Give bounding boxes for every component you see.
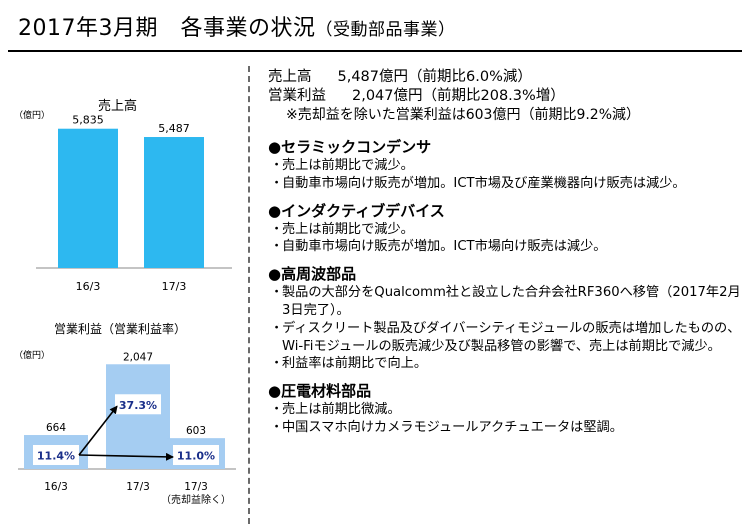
section-bullets: 売上は前期比微減。中国スマホ向けカメラモジュールアクチュエータは堅調。 (268, 401, 746, 437)
bullet-item: 売上は前期比で減少。 (268, 221, 746, 239)
x-tick-label: 16/3 (44, 481, 68, 493)
summary-note: ※売却益を除いた営業利益は603億円（前期比9.2%減） (286, 107, 641, 123)
section-bullets: 売上は前期比で減少。自動車市場向け販売が増加。ICT市場向け販売は減少。 (268, 221, 746, 257)
bar-value-label: 2,047 (123, 351, 153, 363)
bar-value-label: 603 (186, 425, 206, 437)
bullet-item: 自動車市場向け販売が増加。ICT市場向け販売は減少。 (268, 238, 746, 256)
x-tick-label: 17/3 (162, 280, 187, 293)
op-profit-chart: 66416/311.4%2,04717/337.3%60317/3（売却益除く）… (18, 351, 236, 506)
section-heading: ●インダクティブデバイス (268, 201, 445, 220)
sales-summary: 売上高 5,487億円（前期比6.0%減） (268, 68, 746, 87)
bullet-item: 利益率は前期比で向上。 (268, 355, 746, 373)
op-profit-summary-value: 2,047億円（前期比208.3%増） (352, 88, 565, 104)
bullet-item: 製品の大部分をQualcomm社と設立した合弁会社RF360へ移管（2017年2… (268, 284, 746, 320)
x-tick-note: （売却益除く） (161, 493, 231, 506)
page-title: 2017年3月期 各事業の状況（受動部品事業） (18, 10, 456, 42)
bar (106, 364, 170, 469)
bar-value-label: 5,835 (72, 114, 104, 127)
section-bullets: 製品の大部分をQualcomm社と設立した合弁会社RF360へ移管（2017年2… (268, 284, 746, 373)
section: ●インダクティブデバイス売上は前期比で減少。自動車市場向け販売が増加。ICT市場… (268, 201, 746, 257)
bullet-item: 売上は前期比微減。 (268, 401, 746, 419)
sales-chart: 5,835 16/3 5,487 17/3 (36, 114, 232, 293)
op-profit-chart-title: 営業利益（営業利益率） (54, 322, 187, 336)
section: ●セラミックコンデンサ売上は前期比で減少。自動車市場向け販売が増加。ICT市場及… (268, 137, 746, 193)
bar-value-label: 5,487 (158, 122, 190, 135)
op-profit-chart-unit: （億円） (14, 351, 51, 361)
title-rule (8, 50, 742, 52)
margin-label: 37.3% (119, 399, 157, 412)
section: ●圧電材料部品売上は前期比微減。中国スマホ向けカメラモジュールアクチュエータは堅… (268, 381, 746, 437)
bullet-item: ディスクリート製品及びダイバーシティモジュールの販売は増加したものの、 Wi-F… (268, 320, 746, 356)
x-tick-label: 16/3 (76, 280, 101, 293)
sales-chart-title: 売上高 (98, 99, 138, 114)
page-title-sub: （受動部品事業） (315, 20, 456, 40)
bullet-item: 中国スマホ向けカメラモジュールアクチュエータは堅調。 (268, 419, 746, 437)
trend-arrow (78, 405, 118, 456)
margin-label-box (173, 445, 219, 465)
section: ●高周波部品製品の大部分をQualcomm社と設立した合弁会社RF360へ移管（… (268, 264, 746, 373)
bullet-item: 売上は前期比で減少。 (268, 157, 746, 175)
op-profit-summary-label: 営業利益 (268, 88, 326, 104)
sales-summary-value: 5,487億円（前期比6.0%減） (337, 69, 532, 85)
margin-label-box (33, 445, 79, 465)
section-heading: ●セラミックコンデンサ (268, 138, 432, 156)
section-heading: ●圧電材料部品 (268, 382, 372, 401)
margin-label: 11.4% (37, 450, 75, 463)
trend-arrow (78, 452, 174, 461)
sales-chart-unit: （億円） (14, 111, 51, 121)
column-divider (248, 66, 250, 524)
section-bullets: 売上は前期比で減少。自動車市場向け販売が増加。ICT市場及び産業機器向け販売は減… (268, 157, 746, 193)
op-profit-summary: 営業利益 2,047億円（前期比208.3%増） (268, 87, 746, 106)
sales-summary-label: 売上高 (268, 69, 312, 85)
bar-value-label: 664 (46, 422, 66, 434)
section-list: ●セラミックコンデンサ売上は前期比で減少。自動車市場向け販売が増加。ICT市場及… (268, 137, 746, 437)
page-title-main: 2017年3月期 各事業の状況 (18, 16, 316, 41)
business-summary: 売上高 5,487億円（前期比6.0%減） 営業利益 2,047億円（前期比208.… (268, 68, 746, 437)
margin-label: 11.0% (177, 450, 215, 463)
bar (58, 128, 118, 268)
bullet-item: 自動車市場向け販売が増加。ICT市場及び産業機器向け販売は減少。 (268, 175, 746, 193)
x-tick-label: 17/3 (126, 481, 150, 493)
bar (144, 137, 204, 268)
margin-label-box (115, 394, 161, 415)
section-heading: ●高周波部品 (268, 265, 357, 284)
x-tick-label: 17/3 (184, 481, 208, 493)
